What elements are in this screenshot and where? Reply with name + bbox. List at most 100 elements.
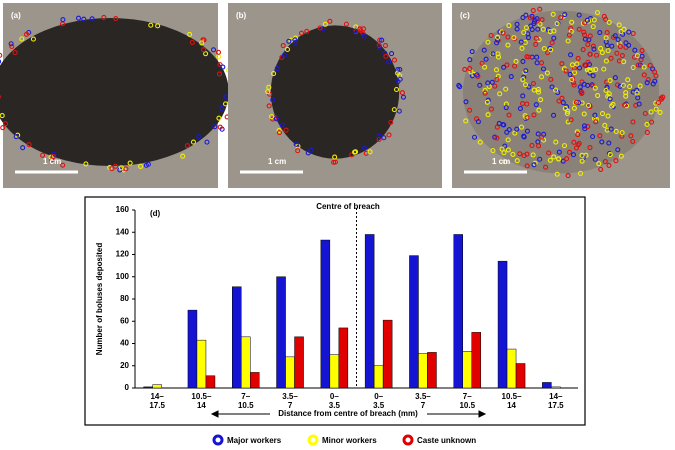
- bar: [506, 348, 517, 389]
- photo-dot: [585, 59, 591, 65]
- photo-dot: [501, 64, 507, 70]
- photo-dot: [645, 77, 651, 83]
- photo-dot: [636, 101, 642, 107]
- photo-dot: [543, 164, 549, 170]
- photo-dot: [505, 34, 511, 40]
- photo-dot: [603, 58, 609, 64]
- photo-dot: [184, 143, 190, 149]
- photo-dot: [604, 43, 610, 49]
- photo-dot: [215, 49, 222, 55]
- photo-dot: [531, 162, 537, 168]
- photo-dot: [222, 101, 229, 107]
- x-tick-label: 14– 17.5: [149, 392, 165, 410]
- photo-dot: [533, 35, 539, 41]
- photo-dot: [481, 47, 487, 53]
- photo-dot: [212, 124, 218, 130]
- photo-dot: [376, 42, 382, 48]
- bar: [373, 365, 384, 389]
- photo-dot: [602, 122, 608, 128]
- photo-dot: [535, 26, 541, 32]
- photo-dot: [637, 83, 643, 89]
- photo-dot: [48, 154, 54, 160]
- photo-dot: [376, 136, 382, 143]
- photo-dot: [561, 143, 568, 149]
- photo-dot: [13, 134, 19, 140]
- photo-dot: [632, 47, 638, 53]
- photo-dot: [608, 126, 614, 132]
- photo-dot: [361, 33, 367, 39]
- arrows: [210, 410, 487, 418]
- photo-dot: [204, 139, 210, 145]
- photo-dot: [575, 132, 581, 138]
- photo-dot: [521, 134, 527, 140]
- photo-dot: [523, 12, 529, 18]
- photo-dot: [524, 151, 530, 157]
- photo-dot: [89, 16, 95, 22]
- photo-dot: [591, 17, 597, 23]
- bar: [453, 234, 463, 389]
- photo-dot: [317, 25, 323, 31]
- bar: [551, 386, 561, 389]
- bar: [285, 356, 295, 389]
- photo-hole: [0, 18, 229, 166]
- photo-dot: [620, 82, 626, 88]
- photo-dot: [520, 15, 526, 21]
- photo-dot: [399, 90, 405, 96]
- photo: (b) 1 cm: [228, 3, 442, 188]
- photo-dot: [284, 46, 291, 53]
- photo-dot: [569, 62, 576, 68]
- photo-dot: [591, 46, 597, 52]
- bar: [471, 332, 481, 389]
- photo-dot: [530, 7, 536, 14]
- bar: [462, 351, 472, 389]
- photo-dot: [569, 76, 575, 83]
- photo-dot: [83, 161, 89, 167]
- photo-dot: [607, 96, 613, 102]
- panel-label: (d): [150, 209, 161, 218]
- photo-dot: [593, 116, 599, 123]
- photo-dot: [558, 15, 564, 21]
- photo-dot: [560, 158, 566, 164]
- photo-dot: [332, 154, 338, 160]
- photo-dot: [639, 47, 645, 54]
- x-tick-label: 0– 3.5: [373, 392, 385, 410]
- photo-dot: [533, 41, 539, 48]
- photo-dot: [490, 148, 496, 154]
- photo-dot: [531, 112, 537, 118]
- photo-dot: [0, 125, 6, 131]
- bar: [409, 255, 419, 389]
- photo-dot: [644, 129, 650, 136]
- y-tick-label: 160: [116, 205, 130, 214]
- photo-dot: [546, 150, 552, 156]
- bar: [364, 234, 375, 389]
- bar: [382, 319, 393, 389]
- photo-dot: [570, 152, 577, 158]
- photo-dot: [608, 55, 614, 61]
- photo-dot: [502, 159, 508, 165]
- photo-dot: [492, 83, 498, 89]
- photo-dot: [626, 29, 632, 35]
- photo-dot: [551, 112, 557, 118]
- photo-dot: [386, 132, 392, 138]
- photo-dot: [469, 48, 475, 55]
- legend-marker: [402, 434, 414, 446]
- photo-dot: [520, 93, 526, 99]
- photo-dot: [582, 36, 588, 42]
- photo-dot: [127, 160, 133, 166]
- photo-dot: [220, 64, 226, 70]
- photo-dot: [587, 144, 593, 151]
- photo-dot: [180, 153, 186, 159]
- photo-dot: [616, 22, 622, 28]
- photo-dot: [579, 152, 585, 158]
- y-tick-label: 120: [116, 250, 130, 259]
- photo-dot: [574, 129, 580, 135]
- photo-dot: [510, 151, 516, 157]
- photo-dot: [349, 152, 355, 158]
- photo-dot: [625, 77, 631, 83]
- photo-dot: [30, 36, 36, 42]
- x-tick-label: 0– 3.5: [329, 392, 341, 410]
- photo-dot: [530, 81, 536, 87]
- photo-dot: [618, 153, 624, 159]
- photo-dot: [599, 111, 606, 117]
- photo-dot: [381, 135, 387, 141]
